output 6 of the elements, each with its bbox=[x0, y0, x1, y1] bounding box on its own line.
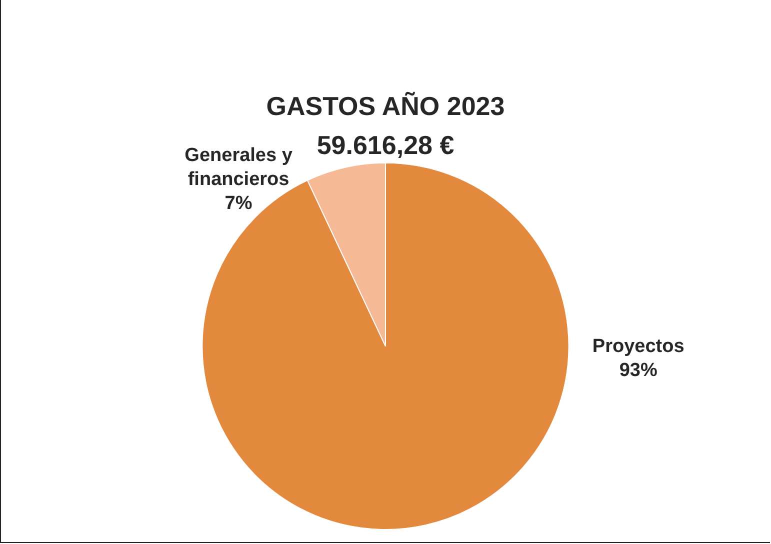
slice-label: Proyectos bbox=[592, 336, 684, 357]
data-label: 7% bbox=[224, 193, 252, 214]
chart-title: GASTOS AÑO 2023 bbox=[266, 90, 505, 121]
chart-subtitle: 59.616,28 € bbox=[316, 130, 454, 160]
slice-label: Generales y financieros bbox=[184, 145, 293, 190]
data-label: 93% bbox=[619, 360, 658, 381]
